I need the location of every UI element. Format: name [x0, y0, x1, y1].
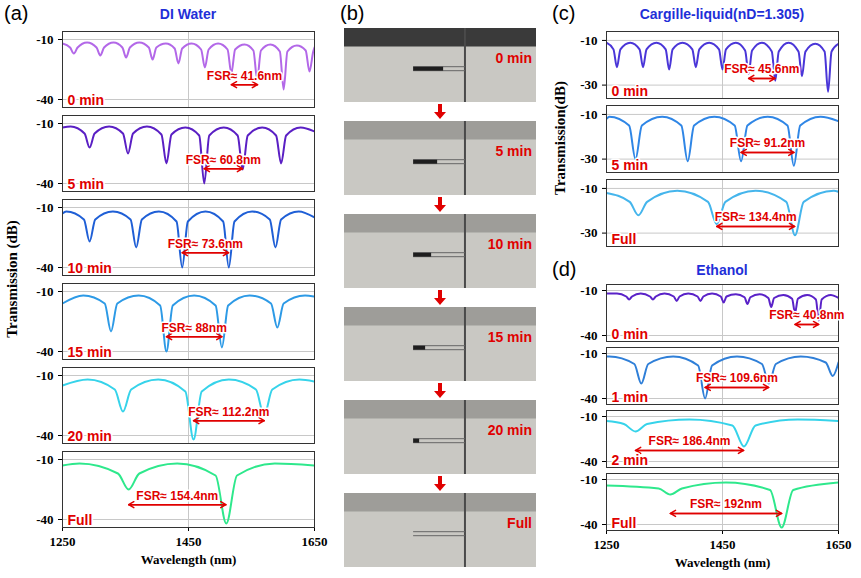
svg-text:5 min: 5 min: [68, 176, 105, 192]
svg-text:20 min: 20 min: [68, 428, 112, 444]
svg-text:-10: -10: [580, 346, 597, 361]
svg-text:-10: -10: [580, 181, 597, 196]
html-text:DI Water: DI Water: [159, 6, 217, 22]
html-text:(c): (c): [552, 2, 576, 24]
svg-text:FSR≈ 73.6nm: FSR≈ 73.6nm: [168, 237, 243, 251]
svg-text:-10: -10: [36, 368, 53, 383]
svg-text:-10: -10: [580, 33, 597, 48]
svg-text:10 min: 10 min: [488, 236, 532, 252]
html-text:Cargille-liquid(nD=1.305): Cargille-liquid(nD=1.305): [639, 6, 805, 22]
svg-text:15 min: 15 min: [68, 344, 112, 360]
svg-text:15 min: 15 min: [488, 329, 532, 345]
svg-text:-10: -10: [580, 283, 597, 298]
svg-text:-40: -40: [580, 328, 597, 343]
svg-text:-40: -40: [36, 344, 53, 359]
svg-text:FSR≈ 88nm: FSR≈ 88nm: [162, 321, 227, 335]
html-text:(b): (b): [340, 2, 365, 24]
svg-text:1250: 1250: [50, 534, 76, 549]
svg-text:FSR≈ 40.8nm: FSR≈ 40.8nm: [769, 308, 844, 322]
svg-text:FSR≈ 134.4nm: FSR≈ 134.4nm: [715, 210, 797, 224]
svg-text:-10: -10: [36, 116, 53, 131]
svg-text:-40: -40: [580, 391, 597, 406]
svg-text:Full: Full: [612, 515, 637, 531]
svg-text:FSR≈ 41.6nm: FSR≈ 41.6nm: [207, 69, 282, 83]
svg-text:FSR≈ 154.4nm: FSR≈ 154.4nm: [136, 489, 218, 503]
svg-text:FSR≈ 91.2nm: FSR≈ 91.2nm: [730, 136, 805, 150]
svg-text:Full: Full: [612, 231, 637, 247]
svg-text:FSR≈ 60.8nm: FSR≈ 60.8nm: [186, 153, 261, 167]
svg-text:1650: 1650: [826, 537, 852, 552]
svg-text:FSR≈ 186.4nm: FSR≈ 186.4nm: [649, 434, 731, 448]
svg-text:20 min: 20 min: [488, 422, 532, 438]
html-text:(d): (d): [552, 258, 577, 280]
svg-text:-10: -10: [36, 200, 53, 215]
svg-text:-40: -40: [36, 512, 53, 527]
svg-text:5 min: 5 min: [495, 143, 532, 159]
svg-text:FSR≈ 192nm: FSR≈ 192nm: [690, 497, 762, 511]
svg-text:5 min: 5 min: [612, 157, 649, 173]
svg-text:-40: -40: [36, 92, 53, 107]
svg-text:10 min: 10 min: [68, 260, 112, 276]
svg-text:1 min: 1 min: [612, 389, 649, 405]
svg-text:Full: Full: [68, 512, 93, 528]
svg-text:Full: Full: [507, 515, 532, 531]
svg-text:0 min: 0 min: [495, 50, 532, 66]
svg-text:-10: -10: [36, 284, 53, 299]
svg-text:2 min: 2 min: [612, 452, 649, 468]
html-text:(a): (a): [4, 2, 29, 24]
svg-text:1450: 1450: [176, 534, 202, 549]
svg-text:1450: 1450: [710, 537, 736, 552]
svg-text:FSR≈ 112.2nm: FSR≈ 112.2nm: [188, 405, 269, 419]
svg-text:1650: 1650: [302, 534, 328, 549]
html-text:Transmission(dB): Transmission(dB): [552, 81, 568, 195]
svg-text:-10: -10: [580, 107, 597, 122]
svg-text:Wavelength (nm): Wavelength (nm): [675, 555, 771, 570]
svg-text:1250: 1250: [594, 537, 620, 552]
svg-text:-30: -30: [580, 77, 597, 92]
svg-text:-40: -40: [36, 176, 53, 191]
svg-text:-40: -40: [580, 517, 597, 532]
html-text:Transmission (dB): Transmission (dB): [4, 220, 20, 338]
svg-text:FSR≈ 45.6nm: FSR≈ 45.6nm: [724, 62, 799, 76]
svg-text:-30: -30: [580, 225, 597, 240]
svg-text:-30: -30: [580, 151, 597, 166]
svg-text:-10: -10: [580, 472, 597, 487]
svg-text:-10: -10: [36, 452, 53, 467]
svg-text:-10: -10: [36, 32, 53, 47]
html-text:Ethanol: Ethanol: [696, 262, 748, 278]
svg-text:Wavelength (nm): Wavelength (nm): [141, 552, 237, 567]
svg-text:-40: -40: [580, 454, 597, 469]
svg-text:0 min: 0 min: [612, 83, 649, 99]
svg-text:0 min: 0 min: [68, 92, 105, 108]
svg-text:-40: -40: [36, 260, 53, 275]
svg-text:FSR≈ 109.6nm: FSR≈ 109.6nm: [696, 371, 778, 385]
svg-text:-10: -10: [580, 409, 597, 424]
svg-text:0 min: 0 min: [612, 326, 649, 342]
svg-text:-40: -40: [36, 428, 53, 443]
